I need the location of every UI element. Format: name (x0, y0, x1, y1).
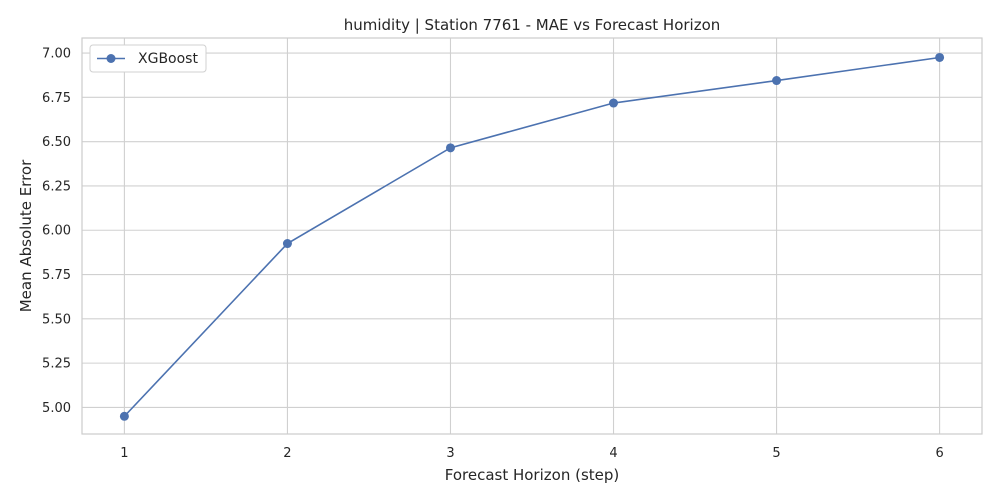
legend-marker (106, 54, 116, 63)
x-tick-label: 3 (446, 446, 454, 461)
data-point (282, 239, 292, 249)
tick-layer: 1 2 3 4 5 6 5.00 5.25 5.50 5.75 6.00 6.25 6.50 6.75 7.… (42, 47, 944, 461)
y-tick-label: 6.50 (42, 135, 71, 150)
data-point (772, 76, 782, 86)
y-tick-label: 6.75 (42, 91, 71, 106)
y-tick-label: 5.00 (42, 401, 71, 416)
series-layer (119, 52, 945, 421)
x-tick-label: 2 (283, 446, 291, 461)
legend-box (89, 44, 207, 73)
y-tick-label: 6.25 (42, 179, 71, 194)
grid-layer (82, 38, 982, 434)
y-tick-label: 6.00 (42, 224, 71, 239)
x-axis-label: Forecast Horizon (step) (445, 466, 620, 484)
y-tick-label: 7.00 (42, 47, 71, 62)
data-point (935, 52, 945, 62)
y-tick-label: 5.50 (42, 312, 71, 327)
legend: XGBoost (89, 44, 207, 73)
data-point (609, 98, 619, 108)
legend-label-xgboost: XGBoost (138, 51, 198, 67)
series-line-xgboost (123, 56, 940, 417)
x-tick-label: 6 (935, 446, 943, 461)
y-tick-label: 5.75 (42, 268, 71, 283)
y-tick-label: 5.25 (42, 357, 71, 372)
x-tick-label: 5 (772, 446, 780, 461)
chart-title: humidity | Station 7761 - MAE vs Forecas… (344, 16, 721, 34)
x-tick-label: 1 (120, 446, 128, 461)
plot-frame (81, 37, 983, 435)
x-tick-label: 4 (609, 446, 617, 461)
y-axis-label: Mean Absolute Error (17, 159, 35, 312)
data-point (119, 411, 129, 421)
data-point (445, 143, 455, 153)
